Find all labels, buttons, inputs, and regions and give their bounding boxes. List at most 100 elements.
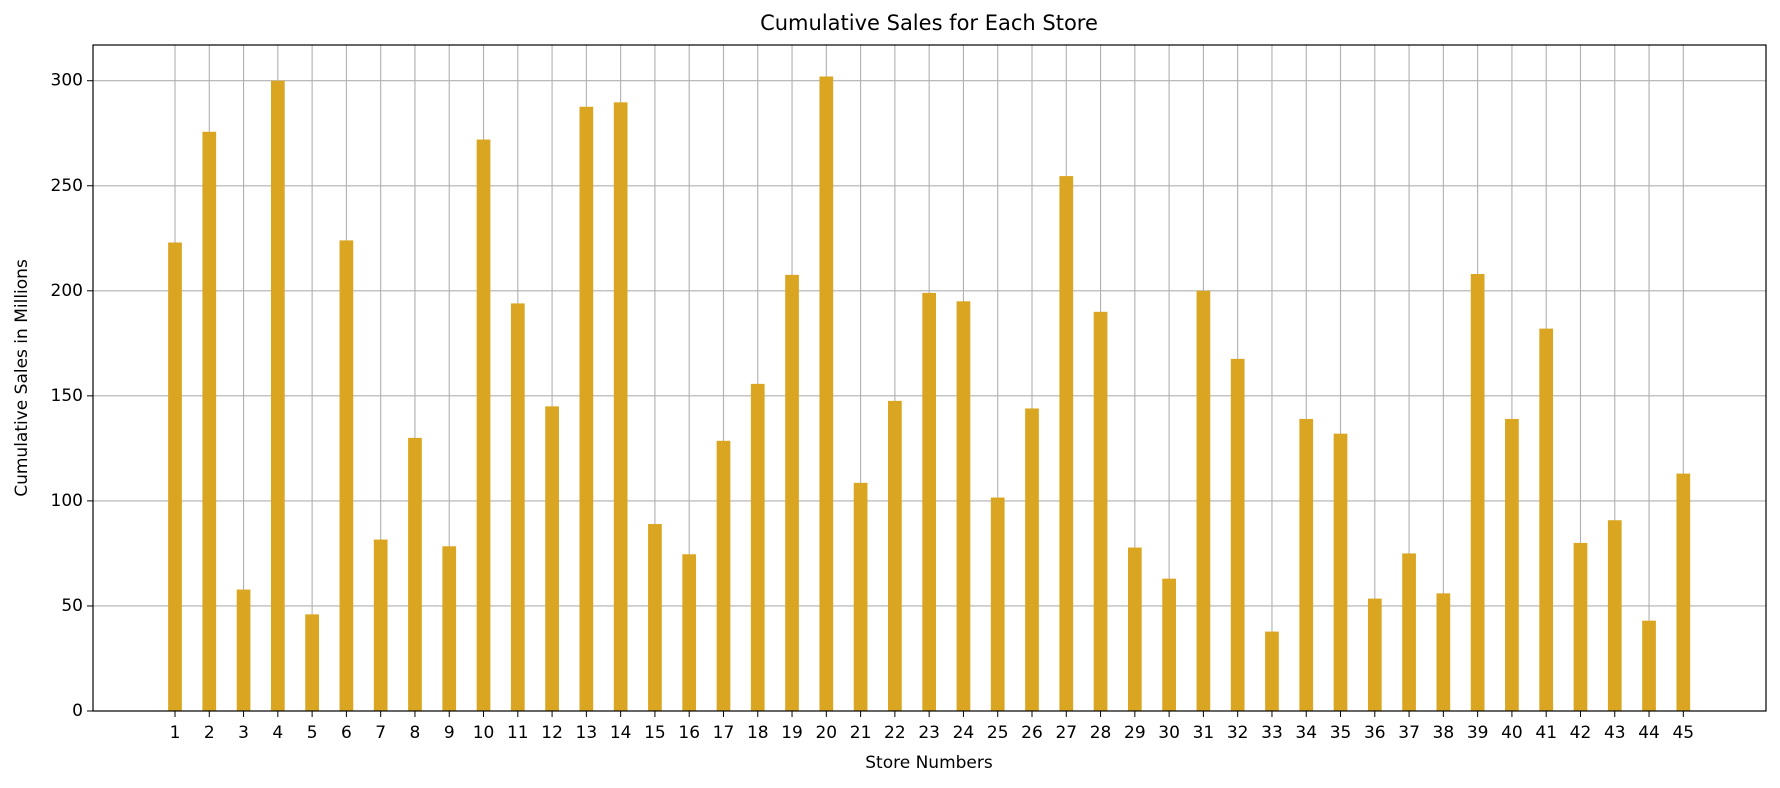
x-tick-label: 10 [473,723,495,743]
bar [1470,274,1485,711]
bar [202,131,217,711]
x-tick-label: 43 [1604,723,1626,743]
bar [1642,620,1656,711]
bar [305,614,319,711]
bars [168,76,1691,712]
bar [1367,598,1382,711]
x-tick-label: 3 [238,723,249,743]
x-tick-label: 8 [410,723,421,743]
bar [442,546,457,711]
bar [1539,328,1554,711]
x-tick-label: 41 [1535,723,1557,743]
x-tick-label: 27 [1055,723,1077,743]
x-tick-label: 32 [1227,723,1249,743]
bar [1230,358,1245,711]
y-tick-label: 100 [51,491,83,511]
bar [373,539,388,711]
bar [1093,311,1108,711]
bar [1025,408,1039,711]
bar [1059,176,1074,711]
x-tick-label: 45 [1672,723,1694,743]
y-tick-label: 50 [61,596,83,616]
x-tick-label: 25 [987,723,1009,743]
bar [1299,418,1314,711]
x-tick-label: 26 [1021,723,1043,743]
bar [853,482,868,711]
bar [270,80,285,712]
bar [236,589,251,711]
bar [1573,542,1588,711]
x-tick-label: 42 [1570,723,1592,743]
x-tick-label: 12 [541,723,563,743]
x-tick-label: 2 [204,723,215,743]
bar [510,303,525,711]
bar [1127,547,1142,711]
x-tick-label: 40 [1501,723,1523,743]
x-tick-label: 37 [1398,723,1420,743]
bar [168,242,182,711]
x-tick-label: 39 [1467,723,1489,743]
x-tick-label: 11 [507,723,529,743]
x-tick-label: 4 [272,723,283,743]
bar [922,292,937,711]
x-tick-label: 34 [1295,723,1317,743]
bar [1436,593,1451,711]
bar [339,240,354,712]
x-tick-label: 7 [375,723,386,743]
x-tick-label: 15 [644,723,666,743]
x-tick-label: 44 [1638,723,1660,743]
x-tick-label: 33 [1261,723,1283,743]
bar [408,437,422,711]
bar [1333,433,1348,711]
x-tick-label: 20 [815,723,837,743]
x-tick-label: 6 [341,723,352,743]
x-tick-label: 23 [918,723,940,743]
y-tick-label: 0 [72,701,83,721]
bar [1402,553,1416,711]
chart-title: Cumulative Sales for Each Store [760,11,1098,35]
bar [1505,418,1519,711]
x-tick-label: 29 [1124,723,1146,743]
bar [1676,473,1691,711]
bar [990,497,1005,711]
bar [888,400,902,711]
x-tick-label: 14 [610,723,632,743]
x-tick-label: 16 [678,723,700,743]
x-tick-label: 24 [953,723,975,743]
x-axis-label: Store Numbers [865,753,993,773]
x-tick-label: 36 [1364,723,1386,743]
bar [613,102,628,711]
x-tick-label: 19 [781,723,803,743]
y-tick-label: 250 [51,176,83,196]
x-tick-label: 17 [713,723,735,743]
bar [1162,578,1176,711]
bar [785,274,799,711]
x-tick-label: 28 [1090,723,1112,743]
x-tick-label: 13 [576,723,598,743]
x-tick-label: 9 [444,723,455,743]
bar [648,524,662,711]
bar [716,440,731,711]
x-tick-label: 31 [1193,723,1215,743]
bar [1265,631,1279,711]
x-tick-label: 35 [1330,723,1352,743]
x-tick-label: 22 [884,723,906,743]
x-tick-label: 1 [170,723,181,743]
y-tick-label: 150 [51,386,83,406]
x-tick-label: 5 [307,723,318,743]
x-tick-label: 21 [850,723,872,743]
bar [1607,520,1622,711]
bar [579,106,594,711]
y-tick-label: 200 [51,281,83,301]
bar [476,139,491,711]
bar [750,383,765,711]
bar [1196,290,1211,711]
bar [956,301,971,711]
x-tick-label: 30 [1158,723,1180,743]
bar [545,406,559,711]
x-tick-label: 18 [747,723,769,743]
bar [682,554,697,711]
x-tick-label: 38 [1433,723,1455,743]
y-tick-label: 300 [51,71,83,91]
